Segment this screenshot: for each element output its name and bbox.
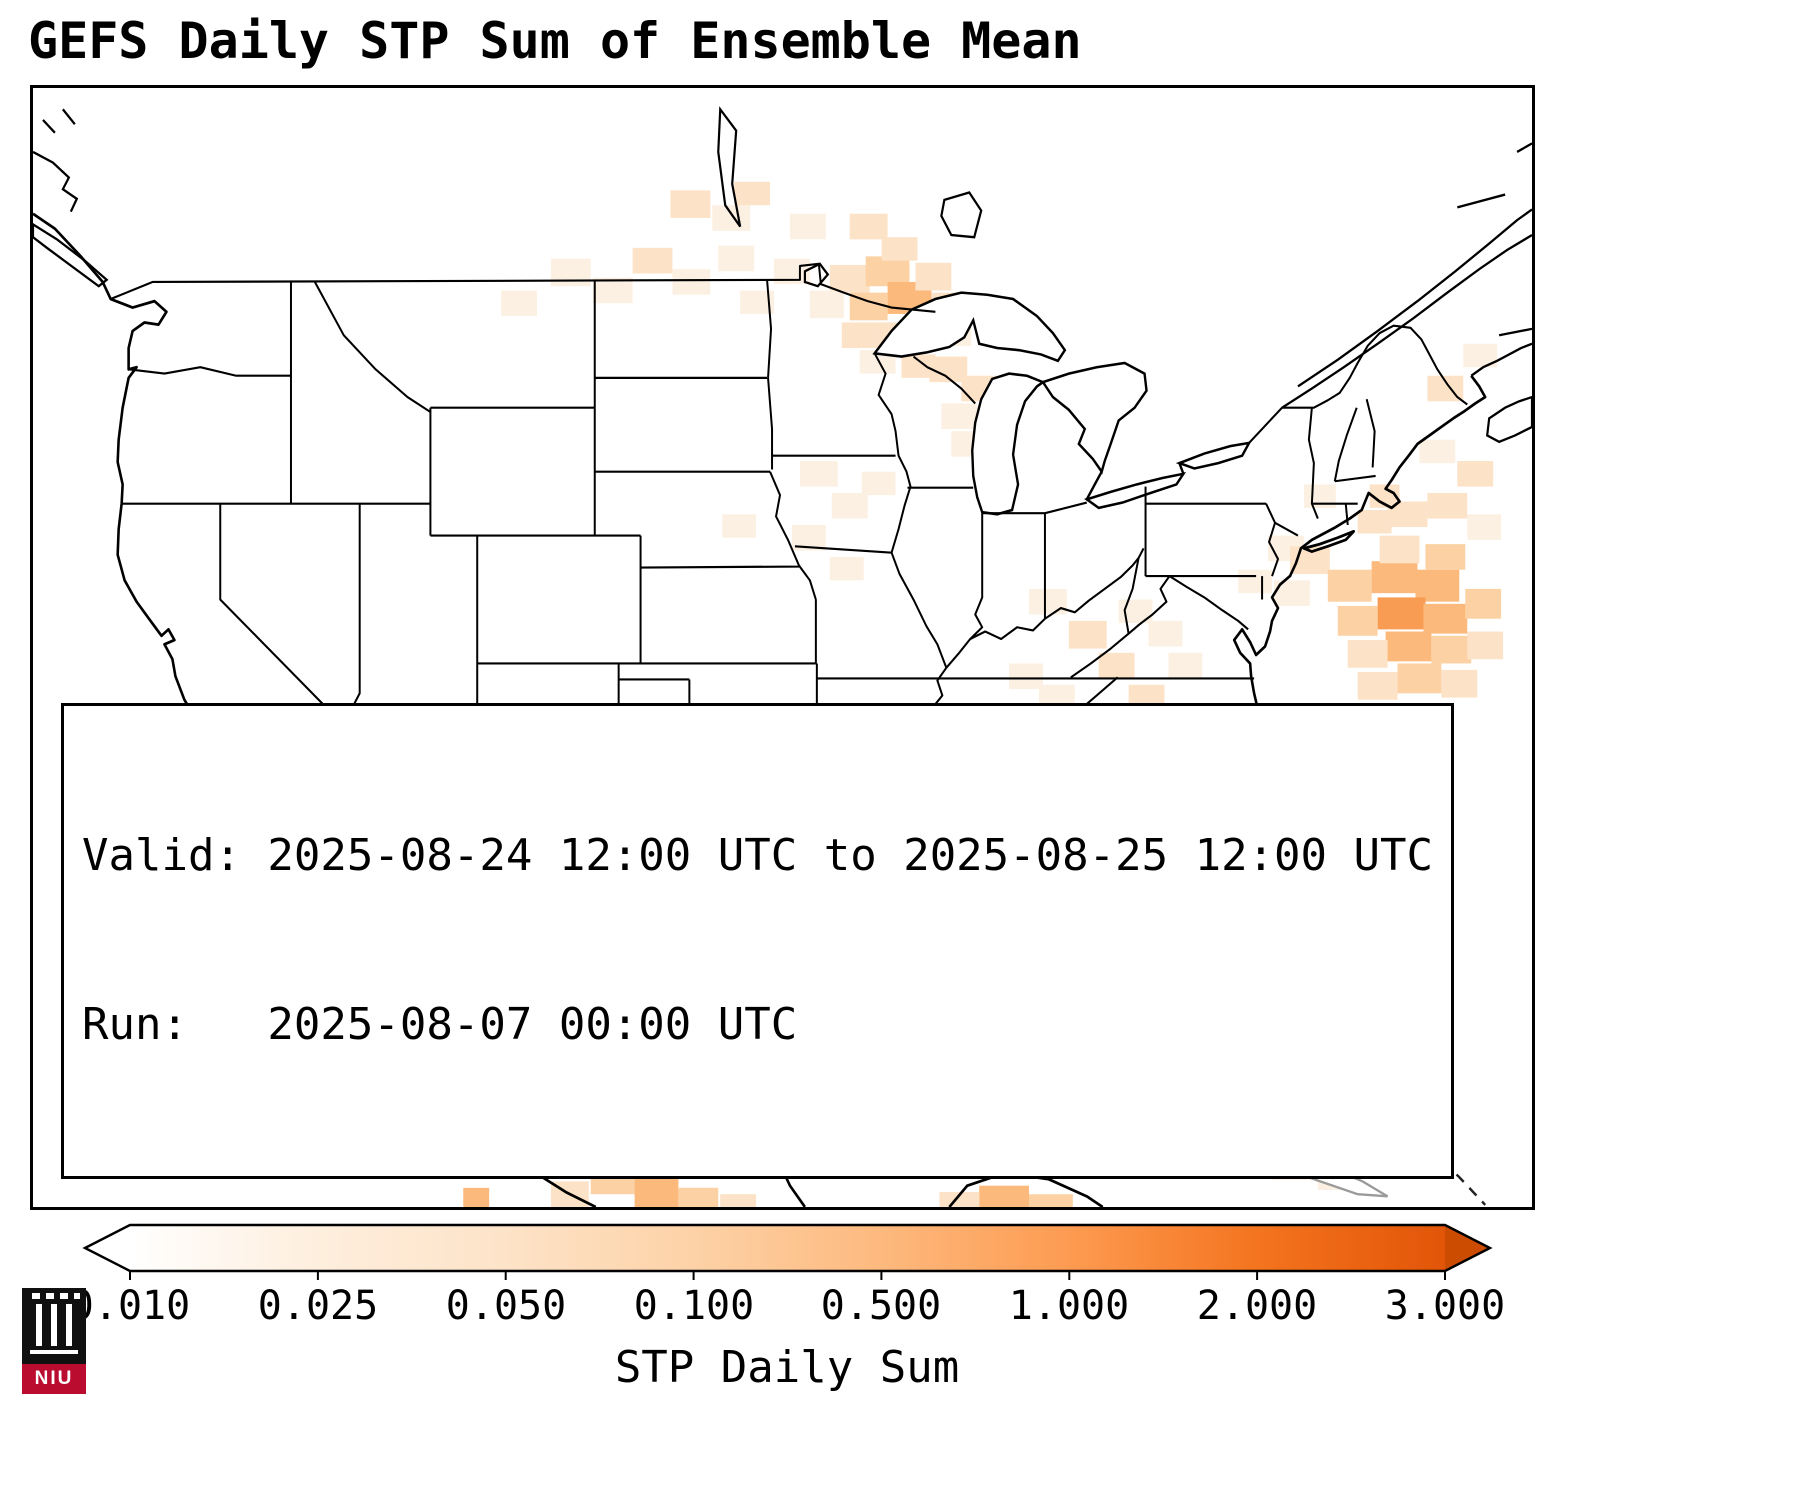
colorbar-tick-label: 3.000 [1384,1283,1506,1329]
niu-castle-icon [22,1288,86,1364]
canada-coastlines [33,106,1532,444]
niu-logo-wordmark: NIU [22,1364,86,1394]
colorbar-tick-label: 1.000 [1008,1283,1130,1329]
colorbar [82,1223,1493,1280]
colorbar-tick-labels: 0.010 0.025 0.050 0.100 0.500 1.000 2.00… [0,1283,1803,1333]
niu-logo: NIU [22,1288,86,1394]
run-time-text: Run: 2025-08-07 00:00 UTC [82,999,798,1051]
niu-logo-text: NIU [34,1368,74,1389]
valid-time-text: Valid: 2025-08-24 12:00 UTC to 2025-08-2… [82,830,1434,882]
colorbar-tick-label: 2.000 [1196,1283,1318,1329]
valid-run-info-box: Valid: 2025-08-24 12:00 UTC to 2025-08-2… [61,702,1455,1179]
colorbar-extend-right [1445,1225,1490,1271]
colorbar-tick-label: 0.500 [820,1283,942,1329]
map-axes: Valid: 2025-08-24 12:00 UTC to 2025-08-2… [30,85,1535,1210]
colorbar-tick-label: 0.100 [633,1283,755,1329]
colorbar-gradient-bar [130,1225,1445,1271]
colorbar-tick-label: 0.025 [257,1283,379,1329]
colorbar-axis-label: STP Daily Sum [614,1342,960,1393]
figure-title: GEFS Daily STP Sum of Ensemble Mean [28,12,1082,70]
colorbar-tick-label: 0.050 [445,1283,567,1329]
colorbar-extend-left [85,1225,130,1271]
colorbar-tick-marks [129,1271,1446,1280]
great-lakes [872,291,1252,516]
colorbar-tick-label: 0.010 [69,1283,191,1329]
